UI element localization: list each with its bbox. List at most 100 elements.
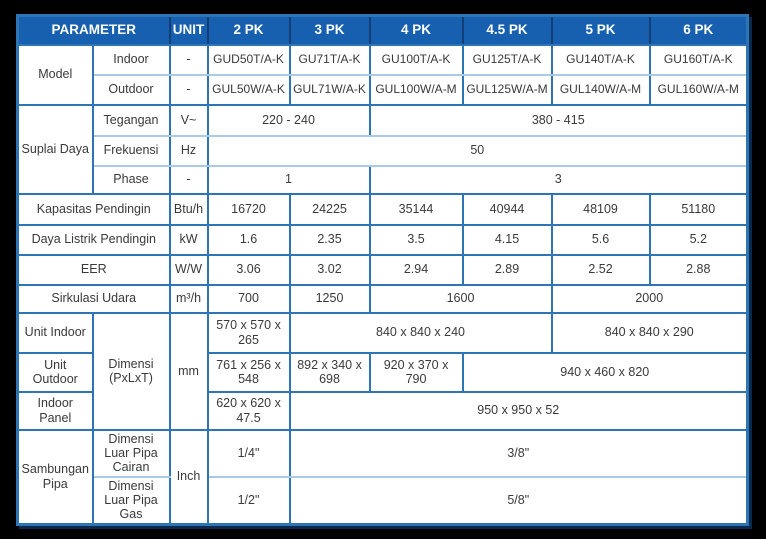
cell-frekuensi-all: 50 [206, 134, 749, 167]
row-eer: EER W/W 3.06 3.02 2.94 2.89 2.52 2.88 [16, 253, 749, 286]
cell-phase-2-3pk: 1 [206, 164, 371, 195]
label-frekuensi: Frekuensi [91, 134, 171, 167]
row-dimensi-unit-indoor: Unit Indoor Dimensi (PxLxT) mm 570 x 570… [16, 311, 749, 431]
unit-sambungan-pipa: Inch [168, 428, 209, 526]
unit-model-outdoor: - [168, 73, 209, 106]
label-kapasitas-pendingin: Kapasitas Pendingin [16, 192, 171, 226]
cell-model-indoor-6pk: GU160T/A-K [648, 43, 749, 76]
cell-dim-panel-2pk: 620 x 620 x 47.5 [206, 390, 291, 431]
cell-sirkulasi-4-4-5pk: 1600 [368, 283, 553, 314]
cell-sirkulasi-3pk: 1250 [288, 283, 371, 314]
label-outdoor: Outdoor [91, 73, 171, 106]
unit-sirkulasi-udara: m³/h [168, 283, 209, 314]
cell-daya-2pk: 1.6 [206, 223, 291, 256]
group-label-suplai-daya: Suplai Daya [16, 103, 94, 195]
label-pipa-gas: Dimensi Luar Pipa Gas [91, 475, 171, 526]
row-frekuensi: Frekuensi Hz 50 [18, 134, 749, 167]
cell-dim-indoor-2pk: 570 x 570 x 265 [206, 311, 291, 354]
header-col-3pk: 3 PK [288, 15, 371, 46]
header-unit: UNIT [168, 15, 209, 46]
label-pipa-cairan: Dimensi Luar Pipa Cairan [91, 428, 171, 478]
unit-kapasitas-pendingin: Btu/h [168, 192, 209, 226]
row-phase: Phase - 1 3 [18, 164, 749, 195]
unit-model-indoor: - [168, 43, 209, 76]
cell-eer-4pk: 2.94 [368, 253, 464, 286]
cell-dim-panel-3-6pk: 950 x 950 x 52 [288, 390, 749, 431]
cell-kapasitas-6pk: 51180 [648, 192, 749, 226]
cell-model-outdoor-6pk: GUL160W/A-M [648, 73, 749, 106]
label-sirkulasi-udara: Sirkulasi Udara [16, 283, 171, 314]
label-indoor-panel: Indoor Panel [16, 390, 94, 431]
ac-specification-table: PARAMETER UNIT 2 PK 3 PK 4 PK 4.5 PK 5 P… [16, 14, 750, 526]
cell-eer-2pk: 3.06 [206, 253, 291, 286]
label-daya-listrik: Daya Listrik Pendingin [16, 223, 171, 256]
group-label-model: Model [16, 43, 94, 106]
unit-eer: W/W [168, 253, 209, 286]
cell-kapasitas-5pk: 48109 [550, 192, 651, 226]
cell-daya-6pk: 5.2 [648, 223, 749, 256]
unit-tegangan: V~ [168, 103, 209, 137]
cell-model-indoor-5pk: GU140T/A-K [550, 43, 651, 76]
label-unit-indoor: Unit Indoor [16, 311, 94, 354]
cell-dim-outdoor-3pk: 892 x 340 x 698 [288, 351, 371, 393]
unit-frekuensi: Hz [168, 134, 209, 167]
row-dimensi-indoor-panel: Indoor Panel 620 x 620 x 47.5 950 x 950 … [16, 390, 749, 431]
group-label-dimensi: Dimensi (PxLxT) [91, 311, 171, 431]
cell-daya-4pk: 3.5 [368, 223, 464, 256]
label-phase: Phase [91, 164, 171, 195]
cell-dim-outdoor-4-5-6pk: 940 x 460 x 820 [461, 351, 749, 393]
unit-daya-listrik: kW [168, 223, 209, 256]
row-daya-listrik: Daya Listrik Pendingin kW 1.6 2.35 3.5 4… [16, 223, 749, 256]
cell-tegangan-4-6pk: 380 - 415 [368, 103, 749, 137]
row-dimensi-unit-outdoor: Unit Outdoor 761 x 256 x 548 892 x 340 x… [16, 351, 749, 393]
cell-pipa-cairan-3-6pk: 3/8" [288, 428, 749, 478]
header-row: PARAMETER UNIT 2 PK 3 PK 4 PK 4.5 PK 5 P… [17, 15, 748, 46]
cell-pipa-gas-3-6pk: 5/8" [288, 475, 749, 526]
cell-phase-4-6pk: 3 [368, 164, 749, 195]
cell-model-outdoor-3pk: GUL71W/A-K [288, 73, 371, 106]
cell-kapasitas-4-5pk: 40944 [461, 192, 553, 226]
cell-model-indoor-4pk: GU100T/A-K [368, 43, 464, 76]
cell-dim-indoor-5-6pk: 840 x 840 x 290 [550, 311, 749, 354]
cell-kapasitas-2pk: 16720 [206, 192, 291, 226]
cell-eer-6pk: 2.88 [648, 253, 749, 286]
header-col-5pk: 5 PK [550, 15, 651, 46]
row-model-indoor: Model Indoor - GUD50T/A-K GU71T/A-K GU10… [16, 43, 749, 106]
cell-eer-3pk: 3.02 [288, 253, 371, 286]
cell-model-outdoor-4-5pk: GUL125W/A-M [461, 73, 553, 106]
cell-tegangan-2-3pk: 220 - 240 [206, 103, 371, 137]
cell-kapasitas-3pk: 24225 [288, 192, 371, 226]
cell-model-indoor-4-5pk: GU125T/A-K [461, 43, 553, 76]
cell-sirkulasi-2pk: 700 [206, 283, 291, 314]
cell-model-indoor-3pk: GU71T/A-K [288, 43, 371, 76]
label-tegangan: Tegangan [91, 103, 171, 137]
cell-kapasitas-4pk: 35144 [368, 192, 464, 226]
cell-model-outdoor-2pk: GUL50W/A-K [206, 73, 291, 106]
unit-dimensi: mm [168, 311, 209, 431]
unit-phase: - [168, 164, 209, 195]
row-tegangan: Suplai Daya Tegangan V~ 220 - 240 380 - … [16, 103, 749, 195]
row-sirkulasi-udara: Sirkulasi Udara m³/h 700 1250 1600 2000 [16, 283, 749, 314]
cell-sirkulasi-5-6pk: 2000 [550, 283, 749, 314]
row-model-outdoor: Outdoor - GUL50W/A-K GUL71W/A-K GUL100W/… [18, 73, 749, 106]
row-kapasitas-pendingin: Kapasitas Pendingin Btu/h 16720 24225 35… [16, 192, 749, 226]
cell-daya-5pk: 5.6 [550, 223, 651, 256]
group-label-sambungan-pipa: Sambungan Pipa [16, 428, 94, 526]
cell-eer-5pk: 2.52 [550, 253, 651, 286]
cell-dim-outdoor-4pk: 920 x 370 x 790 [368, 351, 464, 393]
row-pipa-gas: Dimensi Luar Pipa Gas 1/2" 5/8" [18, 475, 749, 526]
cell-model-outdoor-4pk: GUL100W/A-M [368, 73, 464, 106]
header-col-4pk: 4 PK [368, 15, 464, 46]
cell-dim-indoor-3-4-5pk: 840 x 840 x 240 [288, 311, 553, 354]
cell-model-outdoor-5pk: GUL140W/A-M [550, 73, 651, 106]
cell-pipa-cairan-2pk: 1/4" [206, 428, 291, 478]
cell-dim-outdoor-2pk: 761 x 256 x 548 [206, 351, 291, 393]
header-parameter: PARAMETER [17, 15, 171, 46]
header-col-6pk: 6 PK [648, 15, 748, 46]
cell-model-indoor-2pk: GUD50T/A-K [206, 43, 291, 76]
cell-eer-4-5pk: 2.89 [461, 253, 553, 286]
label-unit-outdoor: Unit Outdoor [16, 351, 94, 393]
row-pipa-cairan: Sambungan Pipa Dimensi Luar Pipa Cairan … [16, 428, 749, 526]
cell-daya-4-5pk: 4.15 [461, 223, 553, 256]
